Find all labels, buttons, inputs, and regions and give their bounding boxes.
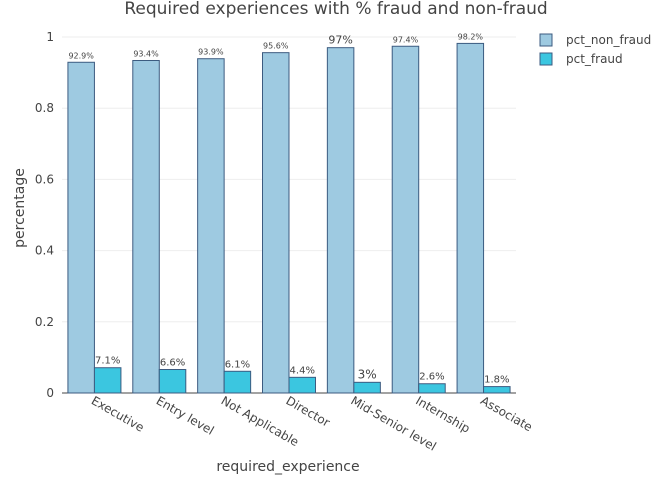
bar-label: 1.8% bbox=[484, 375, 509, 386]
bar-pct_non_fraud-1[interactable] bbox=[132, 59, 160, 394]
legend-item-pct_fraud[interactable]: pct_fraud bbox=[539, 52, 623, 66]
bar-label: 98.2% bbox=[458, 32, 484, 41]
bar-label: 6.1% bbox=[225, 359, 250, 370]
bar-labels: 92.9% 93.4% 93.9% 95.6% 97% 97.4% 98.2% 7.1% 6.6… bbox=[68, 32, 509, 385]
y-tick-label: 0.4 bbox=[35, 244, 54, 258]
bar-label: 92.9% bbox=[68, 51, 94, 60]
bar-pct_non_fraud-5[interactable] bbox=[391, 45, 420, 394]
y-tick-label: 0.2 bbox=[35, 315, 54, 329]
bar-pct_fraud-3[interactable] bbox=[288, 376, 316, 394]
bar-pct_non_fraud-6[interactable] bbox=[456, 42, 485, 394]
bar-pct_non_fraud-2[interactable] bbox=[197, 58, 225, 394]
legend-label: pct_non_fraud bbox=[566, 33, 651, 47]
legend-label: pct_fraud bbox=[566, 52, 623, 66]
bar-label: 4.4% bbox=[290, 365, 315, 376]
bar-label: 93.9% bbox=[198, 48, 224, 57]
bar-pct_fraud-2[interactable] bbox=[223, 370, 252, 394]
bar-label: 93.4% bbox=[133, 49, 159, 58]
y-tick-label: 1 bbox=[46, 30, 54, 44]
x-tick-label: Associate bbox=[478, 393, 535, 434]
bar-label: 95.6% bbox=[263, 42, 289, 51]
y-tick-label: 0.6 bbox=[35, 172, 54, 186]
bar-pct_fraud-6[interactable] bbox=[483, 386, 511, 394]
x-tick-label: Executive bbox=[89, 393, 147, 434]
bar-pct_fraud-4[interactable] bbox=[353, 381, 381, 394]
bar-label: 2.6% bbox=[419, 372, 444, 383]
bar-pct_non_fraud-4[interactable] bbox=[326, 47, 355, 394]
x-tick-label: Director bbox=[284, 393, 333, 429]
x-tick-label: Entry level bbox=[154, 393, 217, 437]
x-axis-title: required_experience bbox=[216, 459, 359, 475]
bar-label: 97.4% bbox=[393, 35, 419, 44]
y-axis-ticks: 0 0.2 0.4 0.6 0.8 1 bbox=[35, 30, 54, 400]
bar-label: 3% bbox=[358, 367, 377, 381]
y-tick-label: 0 bbox=[46, 386, 54, 400]
legend-swatch bbox=[539, 33, 553, 47]
x-tick-label: Internship bbox=[413, 393, 472, 435]
bar-label: 7.1% bbox=[95, 356, 120, 367]
legend[interactable]: pct_non_fraud pct_fraud bbox=[539, 33, 651, 66]
chart-title: Required experiences with % fraud and no… bbox=[124, 0, 547, 19]
bar-pct_fraud-1[interactable] bbox=[158, 369, 187, 394]
y-axis-title: percentage bbox=[12, 168, 28, 248]
legend-swatch bbox=[539, 52, 553, 66]
x-axis-ticks: Executive Entry level Not ApplicableDirect… bbox=[89, 393, 535, 453]
bar-pct_fraud-5[interactable] bbox=[418, 383, 446, 394]
bars bbox=[67, 42, 511, 394]
bar-label: 97% bbox=[328, 34, 352, 47]
legend-item-pct_non_fraud[interactable]: pct_non_fraud bbox=[539, 33, 651, 47]
bar-label: 6.6% bbox=[160, 358, 185, 369]
bar-pct_fraud-0[interactable] bbox=[93, 367, 122, 394]
bar-pct_non_fraud-3[interactable] bbox=[262, 52, 290, 394]
bar-pct_non_fraud-0[interactable] bbox=[67, 61, 95, 394]
y-tick-label: 0.8 bbox=[35, 101, 54, 115]
